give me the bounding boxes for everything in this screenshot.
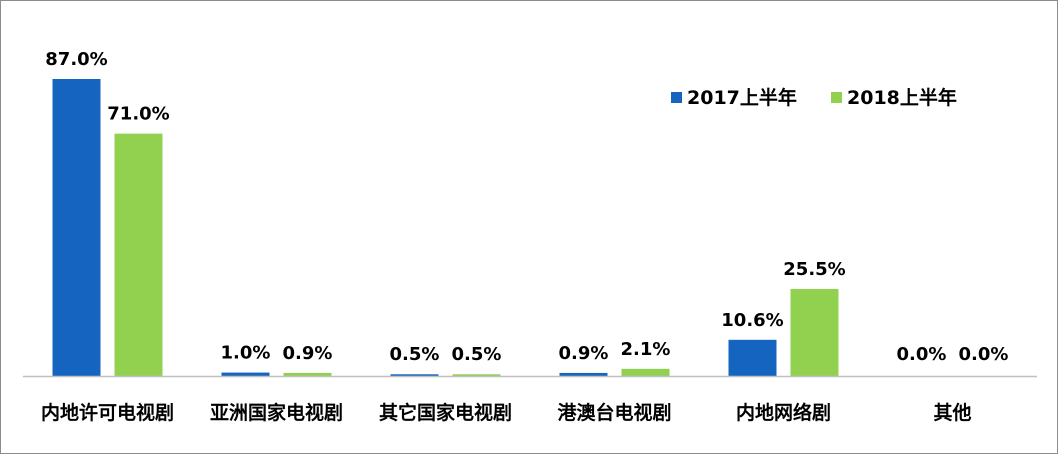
category-label-2: 亚洲国家电视剧 [210,401,343,424]
legend-swatch-2 [831,92,842,103]
data-label-2-1: 71.0% [107,104,169,125]
data-label-2-6: 0.0% [959,344,1009,365]
bar-2-3 [452,374,501,376]
bar-1-3 [390,374,439,376]
category-label-4: 港澳台电视剧 [557,401,671,424]
bar-1-1 [52,79,101,376]
category-label-6: 其他 [933,401,971,424]
bar-1-5 [728,339,777,376]
data-label-1-4: 0.9% [559,343,609,364]
bar-2-1 [114,133,163,376]
data-label-2-5: 25.5% [783,259,845,280]
legend-swatch-1 [671,92,682,103]
category-label-1: 内地许可电视剧 [41,401,174,424]
category-label-5: 内地网络剧 [736,401,831,424]
data-label-1-2: 1.0% [221,343,271,364]
data-label-1-6: 0.0% [897,344,947,365]
data-label-1-3: 0.5% [390,344,440,365]
data-label-2-2: 0.9% [283,343,333,364]
data-label-2-4: 2.1% [621,339,671,360]
bar-2-4 [621,368,670,376]
data-label-1-1: 87.0% [45,49,107,70]
legend-label-2: 2018上半年 [847,86,957,109]
legend-label-1: 2017上半年 [687,86,797,109]
data-label-2-3: 0.5% [452,344,502,365]
data-label-1-5: 10.6% [721,310,783,331]
bar-1-2 [221,372,270,376]
bar-1-4 [559,372,608,376]
bar-2-5 [790,288,839,376]
bar-2-2 [283,372,332,376]
category-label-3: 其它国家电视剧 [379,401,512,424]
